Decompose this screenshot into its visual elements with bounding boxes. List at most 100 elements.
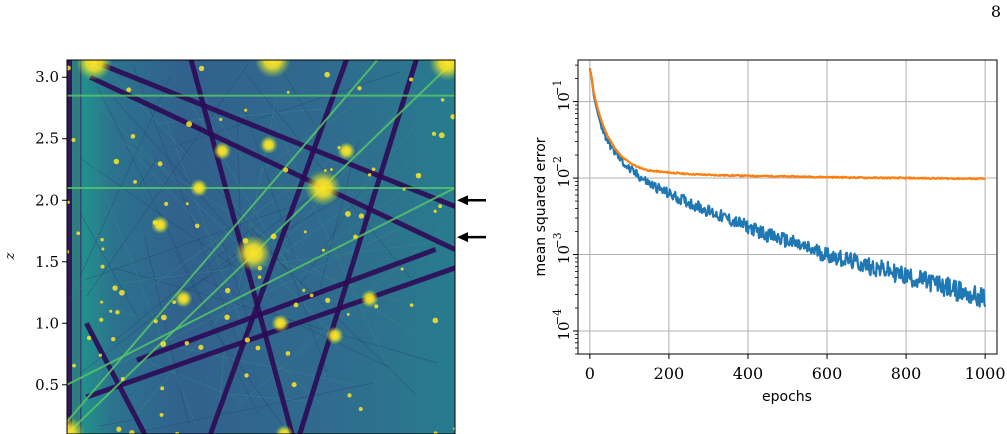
heatmap-bright-line <box>67 60 379 423</box>
page-number: 8 <box>990 2 1001 21</box>
heatmap-speck <box>450 114 455 120</box>
heatmap-texture-line <box>96 104 100 409</box>
heatmap-speck <box>100 237 104 242</box>
heatmap-dark-line <box>89 74 455 252</box>
series-line-blue <box>588 68 987 308</box>
heatmap-y-tick-label: 2.0 <box>35 191 59 209</box>
line-chart-y-ticks: 10−410−310−210−1 <box>551 64 578 355</box>
x-tick-label: 600 <box>812 364 843 383</box>
heatmap-panel: 0.5 1.0 1.5 2.0 2.5 3.0 z <box>3 59 486 434</box>
svg-text:10: 10 <box>555 92 573 111</box>
heatmap-speck <box>98 353 103 357</box>
svg-text:−2: −2 <box>551 156 564 172</box>
heatmap-speck <box>293 302 299 308</box>
heatmap-speck <box>175 431 180 434</box>
heatmap-texture-line <box>86 63 249 297</box>
heatmap-speck <box>198 344 204 350</box>
heatmap-texture-line <box>97 87 204 304</box>
heatmap-speck <box>100 264 105 269</box>
heatmap-speck <box>116 426 122 432</box>
heatmap-speck <box>302 288 306 292</box>
heatmap-speck <box>325 297 331 303</box>
heatmap-speck <box>159 412 164 417</box>
heatmap-speck <box>101 247 105 251</box>
heatmap-speck <box>115 310 120 315</box>
heatmap-speck <box>433 209 437 213</box>
line-chart-x-axis-label: epochs <box>762 389 812 405</box>
x-tick-label: 800 <box>891 364 922 383</box>
heatmap-speck <box>198 65 205 72</box>
heatmap-y-tick-label: 0.5 <box>35 376 59 394</box>
heatmap-texture-line <box>322 370 330 377</box>
heatmap-hotspots <box>67 60 455 434</box>
heatmap-speck <box>291 382 297 388</box>
heatmap-hotspot <box>337 142 356 161</box>
y-tick-label: 10−1 <box>551 79 573 111</box>
heatmap-dark-line <box>89 60 455 209</box>
heatmap-hotspot <box>189 178 208 197</box>
heatmap-y-tick-label: 1.0 <box>35 314 59 332</box>
heatmap-hotspot <box>213 142 232 161</box>
heatmap-hotspot <box>174 289 193 308</box>
heatmap-dark-line <box>85 265 455 400</box>
heatmap-speck <box>67 200 70 204</box>
x-tick-label: 400 <box>733 364 764 383</box>
heatmap-speck <box>133 180 137 184</box>
heatmap-bright-line <box>67 187 455 386</box>
heatmap-speck <box>283 167 289 173</box>
x-tick-label: 1000 <box>965 364 1006 383</box>
heatmap-texture-line <box>223 392 310 403</box>
y-tick-label: 10−3 <box>551 232 573 264</box>
heatmap-hotspot <box>151 215 170 234</box>
heatmap-texture-line <box>97 105 240 245</box>
heatmap-speck <box>219 117 223 122</box>
heatmap-arrow-markers <box>457 195 486 243</box>
heatmap-texture-line <box>91 300 157 324</box>
line-chart-grid <box>578 60 997 354</box>
heatmap-y-ticks: 0.5 1.0 1.5 2.0 2.5 3.0 <box>35 68 67 394</box>
heatmap-speck <box>344 211 351 217</box>
line-chart-x-ticks: 0 200 400 600 800 1000 <box>585 354 1006 383</box>
heatmap-speck <box>160 341 167 347</box>
heatmap-speck <box>112 285 118 291</box>
heatmap-texture-line <box>356 111 427 195</box>
heatmap-speck <box>402 187 406 191</box>
heatmap-texture-line <box>85 191 332 281</box>
heatmap-speck <box>358 407 363 412</box>
heatmap-speck <box>286 90 290 94</box>
heatmap-speck <box>257 265 263 271</box>
heatmap-speck <box>440 98 445 102</box>
heatmap-hotspot <box>271 314 290 333</box>
heatmap-frame <box>66 59 456 434</box>
heatmap-speck <box>100 300 104 304</box>
heatmap-texture-line <box>159 103 250 346</box>
heatmap-speck <box>242 237 249 244</box>
heatmap-speck <box>224 314 230 320</box>
heatmap-speck <box>357 86 362 91</box>
heatmap-speck <box>119 289 125 296</box>
heatmap-texture-line <box>169 345 356 386</box>
heatmap-speck <box>67 65 71 71</box>
heatmap-texture-line <box>70 150 253 280</box>
heatmap-y-tick-label: 1.5 <box>35 253 59 271</box>
heatmap-speck <box>367 173 372 177</box>
heatmap-speck <box>347 393 352 398</box>
heatmap-speck <box>409 77 414 82</box>
heatmap-speck <box>371 167 376 172</box>
heatmap-speck <box>157 161 163 167</box>
heatmap-speck <box>257 275 262 279</box>
y-tick-label: 10−4 <box>551 309 573 341</box>
heatmap-speck <box>330 168 333 171</box>
heatmap-hotspot <box>360 289 379 308</box>
svg-text:−1: −1 <box>551 79 564 95</box>
heatmap-speck <box>270 233 277 240</box>
svg-text:10: 10 <box>555 245 573 264</box>
heatmap-speck <box>337 146 341 150</box>
svg-text:−4: −4 <box>551 309 564 325</box>
heatmap-speck <box>303 230 307 234</box>
heatmap-speck <box>71 137 76 143</box>
heatmap-speck <box>164 201 169 206</box>
heatmap-speck <box>67 249 70 254</box>
heatmap-texture-line <box>138 157 158 189</box>
svg-text:10: 10 <box>555 169 573 188</box>
